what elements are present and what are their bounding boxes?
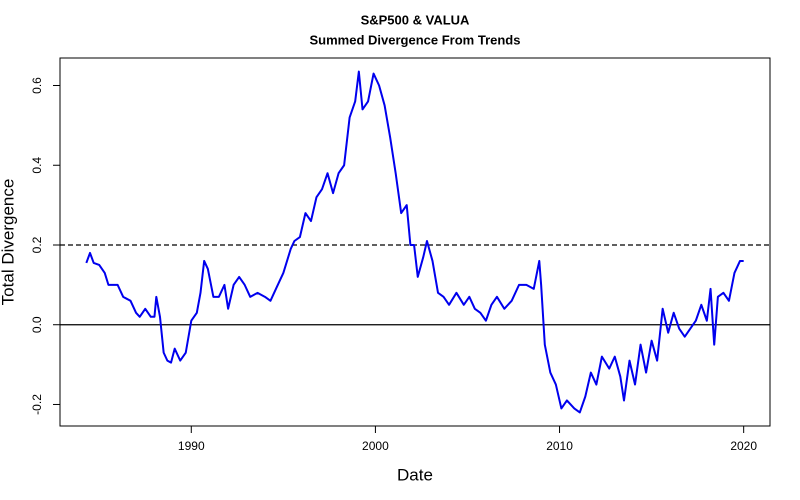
y-tick-label: -0.2 [30, 394, 44, 415]
x-tick-label: 2000 [362, 439, 389, 453]
chart-title: S&P500 & VALUA [361, 12, 470, 27]
y-tick-label: 0.6 [30, 77, 44, 94]
x-tick-label: 2010 [546, 439, 573, 453]
x-axis-title: Date [397, 465, 433, 484]
y-axis-title: Total Divergence [0, 179, 17, 306]
y-tick-label: 0.4 [30, 157, 44, 174]
x-tick-label: 1990 [178, 439, 205, 453]
y-tick-label: 0.0 [30, 316, 44, 333]
chart-subtitle: Summed Divergence From Trends [310, 32, 521, 47]
plot-frame [59, 57, 771, 427]
x-tick-label: 2020 [730, 439, 757, 453]
y-tick-label: 0.2 [30, 236, 44, 253]
data-line [85, 70, 744, 414]
